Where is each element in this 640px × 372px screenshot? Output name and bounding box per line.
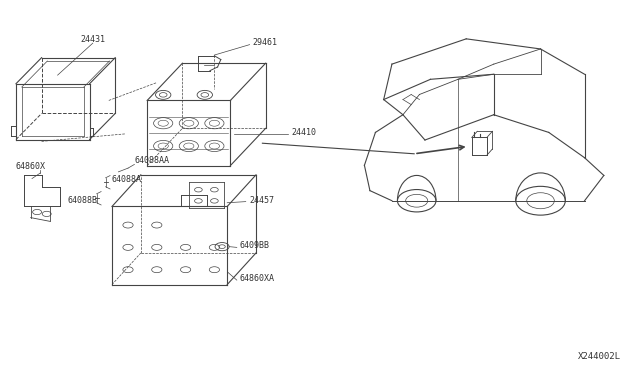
Text: 6409BB: 6409BB — [240, 241, 270, 250]
Text: 64088AA: 64088AA — [134, 156, 170, 165]
Text: 64860X: 64860X — [16, 161, 46, 170]
Text: 24457: 24457 — [250, 196, 275, 205]
Text: 24410: 24410 — [291, 128, 316, 137]
Text: 24431: 24431 — [80, 35, 106, 44]
Text: X244002L: X244002L — [578, 352, 621, 361]
Text: 64860XA: 64860XA — [240, 274, 275, 283]
Text: 64088A: 64088A — [112, 174, 142, 183]
Text: 64088B: 64088B — [67, 196, 97, 205]
Text: 29461: 29461 — [253, 38, 278, 47]
